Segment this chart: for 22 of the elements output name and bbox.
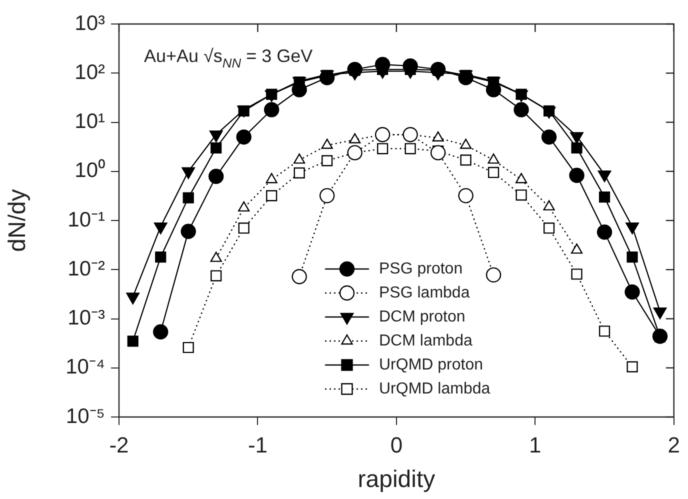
legend-label: PSG proton — [379, 260, 463, 278]
x-tick-label: -1 — [248, 432, 268, 458]
y-tick-label: 10¹ — [74, 110, 105, 134]
y-tick-label: 10⁻⁵ — [66, 404, 105, 428]
legend-label: UrQMD proton — [379, 356, 484, 374]
legend-label: PSG lambda — [379, 284, 470, 302]
x-tick-label: 1 — [529, 432, 542, 458]
y-tick-label: 10⁻³ — [68, 306, 105, 330]
legend-label: DCM proton — [379, 308, 466, 326]
x-tick-label: 2 — [668, 432, 680, 458]
y-tick-label: 10³ — [74, 12, 105, 35]
y-tick-label: 10⁰ — [74, 159, 105, 182]
y-axis-title: dN/dy — [4, 189, 32, 252]
x-tick-label: 0 — [390, 432, 403, 458]
y-tick-label: 10⁻⁴ — [66, 356, 105, 379]
legend-label: UrQMD lambda — [379, 380, 490, 398]
y-tick-label: 10² — [74, 60, 105, 84]
y-tick-label: 10⁻¹ — [68, 208, 105, 232]
y-tick-label: 10⁻² — [68, 257, 105, 280]
x-tick-label: -2 — [109, 432, 129, 458]
legend-label: DCM lambda — [379, 332, 472, 350]
x-axis-title: rapidity — [358, 466, 436, 494]
